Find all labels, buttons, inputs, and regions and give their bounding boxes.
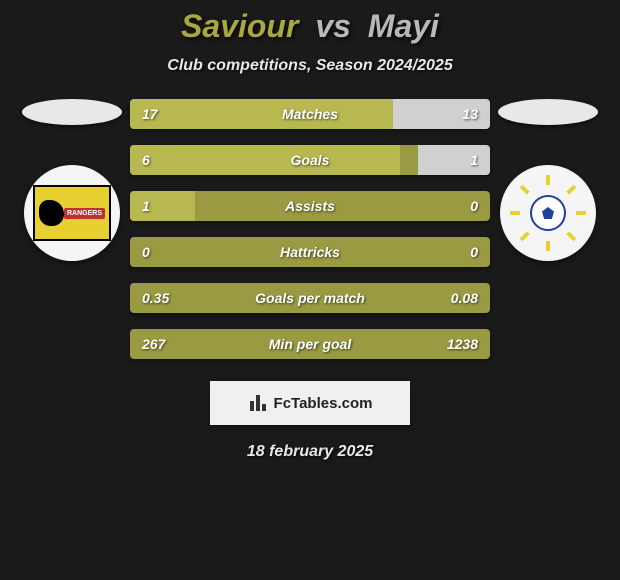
fctables-logo-icon: [248, 393, 268, 413]
stat-row: 0.35 Goals per match 0.08: [130, 283, 490, 313]
player2-name: Mayi: [368, 8, 439, 44]
stat-value-right: 1238: [447, 336, 478, 352]
stat-label: Goals: [291, 152, 330, 168]
stat-label: Min per goal: [269, 336, 351, 352]
stat-value-right: 13: [462, 106, 478, 122]
stat-fill-left: [130, 145, 400, 175]
stat-label: Assists: [285, 198, 335, 214]
stat-fill-left: [130, 191, 195, 221]
rangers-text: RANGERS: [64, 208, 105, 219]
right-column: [494, 99, 602, 261]
stat-row: 17 Matches 13: [130, 99, 490, 129]
stat-value-right: 0: [470, 198, 478, 214]
sunshine-badge: [512, 177, 584, 249]
stat-value-left: 0.35: [142, 290, 169, 306]
stat-value-right: 0.08: [451, 290, 478, 306]
stat-label: Matches: [282, 106, 338, 122]
stats-bars: 17 Matches 13 6 Goals 1 1 Assists 0 0 Hattricks 0 0.…: [130, 99, 490, 359]
page-title: Saviour vs Mayi: [181, 8, 439, 45]
stat-row: 6 Goals 1: [130, 145, 490, 175]
stat-value-left: 1: [142, 198, 150, 214]
panther-icon: [39, 200, 64, 226]
main-area: RANGERS 17 Matches 13 6 Goals 1 1 Assists 0 0 Hatt…: [0, 99, 620, 359]
stat-label: Goals per match: [255, 290, 365, 306]
player2-club-badge: [500, 165, 596, 261]
stat-value-left: 0: [142, 244, 150, 260]
stat-label: Hattricks: [280, 244, 340, 260]
stat-value-left: 6: [142, 152, 150, 168]
player2-avatar-placeholder: [498, 99, 598, 125]
brand-badge[interactable]: FcTables.com: [210, 381, 410, 425]
stat-fill-right: [418, 145, 490, 175]
stat-row: 0 Hattricks 0: [130, 237, 490, 267]
vs-text: vs: [315, 8, 351, 44]
left-column: RANGERS: [18, 99, 126, 261]
player1-avatar-placeholder: [22, 99, 122, 125]
date-text: 18 february 2025: [247, 443, 373, 461]
stat-value-left: 17: [142, 106, 158, 122]
stat-value-right: 0: [470, 244, 478, 260]
player1-name: Saviour: [181, 8, 298, 44]
stat-fill-left: [130, 99, 393, 129]
stat-row: 1 Assists 0: [130, 191, 490, 221]
comparison-widget: Saviour vs Mayi Club competitions, Seaso…: [0, 0, 620, 580]
stat-value-left: 267: [142, 336, 165, 352]
rangers-badge: RANGERS: [33, 185, 111, 241]
brand-text: FcTables.com: [274, 395, 373, 412]
stat-value-right: 1: [470, 152, 478, 168]
subtitle: Club competitions, Season 2024/2025: [167, 57, 452, 75]
player1-club-badge: RANGERS: [24, 165, 120, 261]
stat-row: 267 Min per goal 1238: [130, 329, 490, 359]
